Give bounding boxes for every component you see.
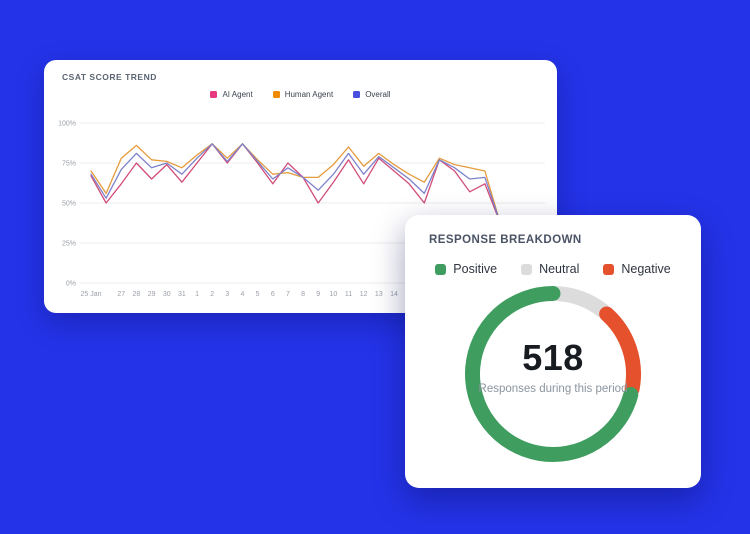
svg-text:50%: 50%	[62, 201, 76, 208]
svg-text:8: 8	[301, 291, 305, 298]
svg-text:31: 31	[178, 291, 186, 298]
svg-text:2: 2	[210, 291, 214, 298]
human-agent-swatch-icon	[272, 91, 280, 98]
svg-text:13: 13	[375, 291, 383, 298]
response-card-title: RESPONSE BREAKDOWN	[429, 234, 582, 246]
legend-label: Positive	[453, 262, 498, 276]
svg-text:6: 6	[271, 291, 275, 298]
legend-item-neutral[interactable]: Neutral	[521, 262, 579, 276]
response-legend: Positive Neutral Negative	[405, 262, 701, 276]
ai-agent-swatch-icon	[210, 91, 218, 98]
legend-item-human-agent[interactable]: Human Agent	[272, 90, 334, 99]
csat-legend: AI Agent Human Agent Overall	[44, 90, 557, 99]
svg-text:0%: 0%	[66, 281, 76, 288]
csat-score-trend-card: CSAT SCORE TREND AI Agent Human Agent Ov…	[44, 60, 557, 313]
response-donut-chart	[465, 286, 641, 462]
svg-text:9: 9	[316, 291, 320, 298]
svg-text:28: 28	[133, 291, 141, 298]
svg-text:3: 3	[225, 291, 229, 298]
overall-swatch-icon	[353, 91, 361, 98]
svg-text:5: 5	[256, 291, 260, 298]
legend-item-ai-agent[interactable]: AI Agent	[210, 90, 253, 99]
legend-item-positive[interactable]: Positive	[435, 262, 497, 276]
legend-item-negative[interactable]: Negative	[603, 262, 671, 276]
legend-item-overall[interactable]: Overall	[353, 90, 391, 99]
svg-text:14: 14	[390, 291, 398, 298]
negative-swatch-icon	[603, 263, 615, 275]
legend-label: Overall	[365, 90, 391, 99]
csat-card-title: CSAT SCORE TREND	[62, 72, 157, 82]
svg-text:25%: 25%	[62, 241, 76, 248]
legend-label: Neutral	[539, 262, 580, 276]
svg-text:25 Jan: 25 Jan	[80, 291, 101, 298]
svg-text:75%: 75%	[62, 161, 76, 168]
svg-text:27: 27	[117, 291, 125, 298]
svg-text:4: 4	[241, 291, 245, 298]
svg-text:11: 11	[345, 291, 352, 298]
legend-label: Human Agent	[284, 90, 334, 99]
legend-label: Negative	[621, 262, 671, 276]
legend-label: AI Agent	[222, 90, 253, 99]
svg-text:12: 12	[360, 291, 368, 298]
svg-text:29: 29	[148, 291, 156, 298]
positive-swatch-icon	[435, 263, 447, 275]
neutral-swatch-icon	[521, 263, 533, 275]
svg-text:10: 10	[329, 291, 337, 298]
response-breakdown-card: RESPONSE BREAKDOWN Positive Neutral Nega…	[405, 215, 701, 488]
svg-text:100%: 100%	[58, 121, 76, 128]
svg-text:1: 1	[195, 291, 199, 298]
svg-text:7: 7	[286, 291, 290, 298]
svg-text:30: 30	[163, 291, 171, 298]
